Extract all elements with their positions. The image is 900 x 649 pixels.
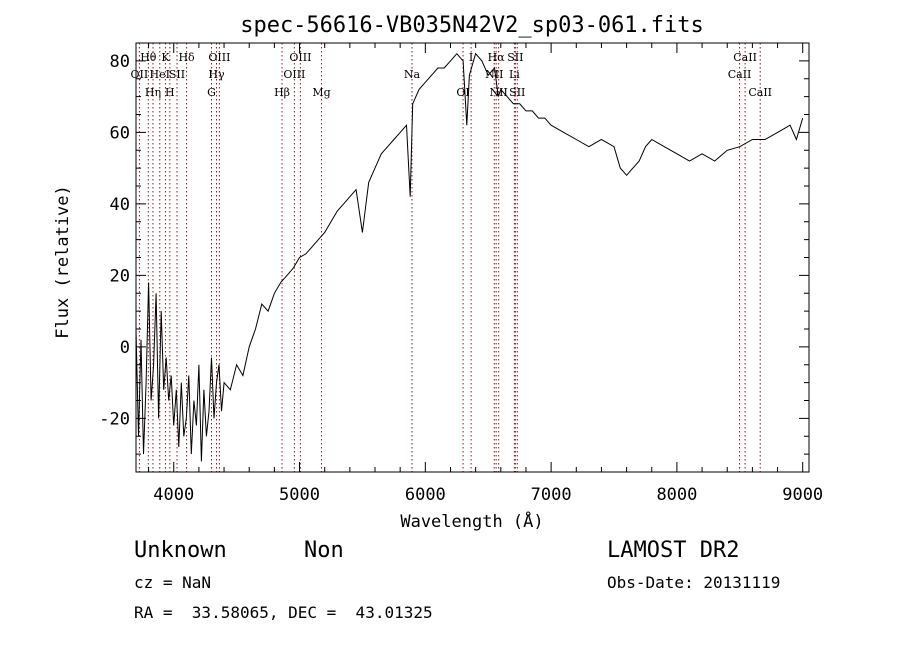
line-label: K bbox=[161, 51, 170, 64]
line-label: OI bbox=[456, 86, 469, 99]
line-label: NII bbox=[490, 86, 508, 99]
y-axis-ticks: -20 0 20 40 60 80 bbox=[99, 52, 809, 455]
y-tick-label: 20 bbox=[110, 266, 130, 286]
spectrum-series bbox=[135, 52, 804, 462]
x-tick-label: 6000 bbox=[405, 485, 446, 505]
redshift-text: cz = NaN bbox=[134, 573, 212, 592]
x-tick-label: 8000 bbox=[656, 485, 697, 505]
line-label: HeI bbox=[150, 68, 170, 81]
y-tick-label: 60 bbox=[110, 123, 130, 143]
line-label: Na bbox=[404, 68, 421, 81]
plot-frame bbox=[135, 42, 810, 473]
line-label: G bbox=[207, 86, 216, 99]
line-label: OIII bbox=[208, 51, 230, 64]
line-label: H bbox=[165, 86, 175, 99]
line-label: SII bbox=[507, 51, 523, 64]
observation-date: Obs-Date: 20131119 bbox=[607, 573, 781, 592]
x-axis-label: Wavelength (Å) bbox=[400, 510, 543, 532]
survey-name: LAMOST DR2 bbox=[607, 538, 740, 563]
line-label: Hδ bbox=[178, 51, 195, 64]
y-tick-label: 0 bbox=[120, 338, 130, 358]
line-label: I bbox=[469, 51, 473, 64]
line-labels: OIIHθHηHeIKHSIIHδGHγOIIIHβOIIIOIIIMgNaOI… bbox=[131, 51, 772, 99]
coordinates-text: RA = 33.58065, DEC = 43.01325 bbox=[134, 603, 433, 622]
line-label: OIII bbox=[283, 68, 305, 81]
line-label: OIII bbox=[289, 51, 311, 64]
line-label: CaII bbox=[733, 51, 757, 64]
line-label: Hβ bbox=[274, 86, 290, 99]
line-label: CaII bbox=[748, 86, 772, 99]
x-tick-label: 5000 bbox=[279, 485, 320, 505]
line-label: Hα bbox=[488, 51, 506, 64]
y-tick-label: 40 bbox=[110, 195, 130, 215]
line-label: NII bbox=[485, 68, 503, 81]
x-tick-label: 7000 bbox=[531, 485, 572, 505]
line-label: Hη bbox=[145, 86, 161, 99]
line-label: Li bbox=[509, 68, 520, 81]
line-label: Hθ bbox=[140, 51, 157, 64]
object-class: Unknown bbox=[134, 538, 227, 563]
y-axis-label: Flux (relative) bbox=[53, 185, 73, 339]
line-label: SII bbox=[509, 86, 525, 99]
line-label: OII bbox=[131, 68, 149, 81]
object-subclass: Non bbox=[304, 538, 344, 563]
line-label: Hγ bbox=[208, 68, 225, 81]
line-label: SII bbox=[169, 68, 185, 81]
y-tick-label: 80 bbox=[110, 52, 130, 72]
x-axis-ticks: 4000 5000 6000 7000 8000 9000 bbox=[148, 43, 823, 505]
line-label: Mg bbox=[312, 86, 330, 99]
line-markers bbox=[138, 43, 761, 472]
y-tick-label: -20 bbox=[99, 409, 130, 429]
line-label: CaII bbox=[728, 68, 752, 81]
x-tick-label: 9000 bbox=[782, 485, 823, 505]
chart-title: spec-56616-VB035N42V2_sp03-061.fits bbox=[240, 13, 704, 38]
x-tick-label: 4000 bbox=[153, 485, 194, 505]
